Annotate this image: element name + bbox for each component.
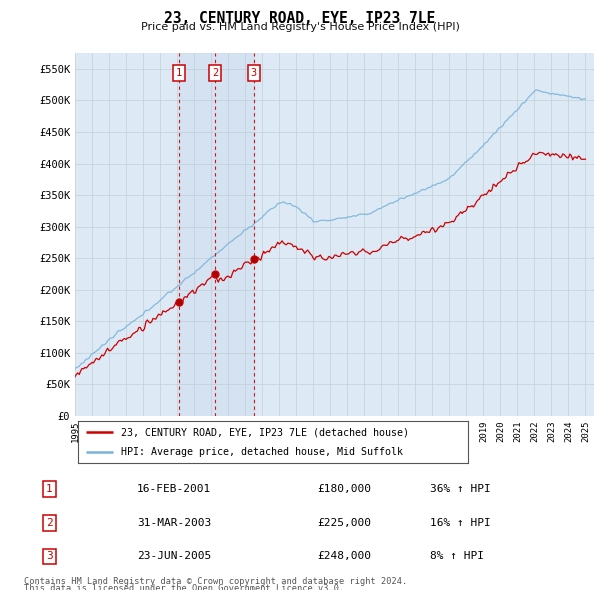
Text: 36% ↑ HPI: 36% ↑ HPI xyxy=(430,484,491,494)
Text: Contains HM Land Registry data © Crown copyright and database right 2024.: Contains HM Land Registry data © Crown c… xyxy=(24,577,407,586)
Text: HPI: Average price, detached house, Mid Suffolk: HPI: Average price, detached house, Mid … xyxy=(121,447,403,457)
Text: 2: 2 xyxy=(212,68,218,78)
Text: 23-JUN-2005: 23-JUN-2005 xyxy=(137,551,211,561)
Text: £180,000: £180,000 xyxy=(317,484,371,494)
Text: £225,000: £225,000 xyxy=(317,518,371,527)
Text: £248,000: £248,000 xyxy=(317,551,371,561)
Text: 8% ↑ HPI: 8% ↑ HPI xyxy=(430,551,484,561)
Text: 31-MAR-2003: 31-MAR-2003 xyxy=(137,518,211,527)
Text: 23, CENTURY ROAD, EYE, IP23 7LE: 23, CENTURY ROAD, EYE, IP23 7LE xyxy=(164,11,436,25)
Text: 2: 2 xyxy=(46,518,53,527)
Text: This data is licensed under the Open Government Licence v3.0.: This data is licensed under the Open Gov… xyxy=(24,584,344,590)
Text: 16% ↑ HPI: 16% ↑ HPI xyxy=(430,518,491,527)
Bar xyxy=(179,53,254,416)
Text: 23, CENTURY ROAD, EYE, IP23 7LE (detached house): 23, CENTURY ROAD, EYE, IP23 7LE (detache… xyxy=(121,427,409,437)
Text: 1: 1 xyxy=(46,484,53,494)
Text: 1: 1 xyxy=(176,68,182,78)
Text: Price paid vs. HM Land Registry's House Price Index (HPI): Price paid vs. HM Land Registry's House … xyxy=(140,22,460,32)
Text: 3: 3 xyxy=(46,551,53,561)
Text: 3: 3 xyxy=(251,68,257,78)
Text: 16-FEB-2001: 16-FEB-2001 xyxy=(137,484,211,494)
